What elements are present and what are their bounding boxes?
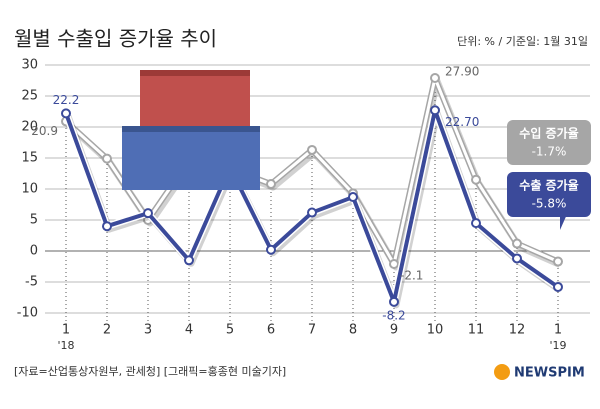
data-label: 20.9 [31, 124, 58, 138]
chart-title: 월별 수출입 증가율 추이 [14, 27, 217, 51]
point [389, 296, 399, 307]
point [266, 244, 276, 255]
x-tick-label: 9 [390, 323, 398, 338]
y-tick-label: 0 [30, 244, 38, 259]
container-blue [122, 126, 260, 190]
year-label: '19 [549, 339, 566, 352]
data-label: 22.2 [53, 93, 80, 107]
point [553, 256, 563, 267]
point [307, 207, 317, 218]
point [430, 105, 440, 116]
point [61, 108, 71, 119]
legend-label: 수입 증가율 [519, 126, 578, 141]
point [102, 153, 112, 164]
x-tick-label: 8 [349, 323, 357, 338]
point [102, 221, 112, 232]
x-tick-label: 1 [554, 323, 562, 338]
legend-box [507, 120, 591, 165]
legend-value: -5.8% [532, 197, 567, 211]
x-tick-label: 12 [509, 323, 526, 338]
x-tick-label: 2 [103, 323, 111, 338]
legend-label: 수출 증가율 [519, 178, 578, 193]
containers [122, 70, 260, 190]
legend-value: -1.7% [532, 145, 567, 159]
x-tick-label: 1 [62, 323, 70, 338]
y-tick-label: 5 [30, 213, 38, 228]
y-tick-label: 20 [21, 120, 38, 135]
point [143, 208, 153, 219]
y-tick-label: 30 [21, 58, 38, 73]
data-label: -2.1 [400, 269, 423, 283]
point [348, 192, 358, 203]
data-label: 22.70 [445, 115, 479, 129]
container-red-top [140, 70, 250, 76]
y-tick-label: 10 [21, 182, 38, 197]
x-tick-label: 6 [267, 323, 275, 338]
point [512, 253, 522, 264]
point [430, 73, 440, 84]
year-label: '18 [57, 339, 74, 352]
y-tick-label: -5 [25, 275, 38, 290]
y-tick-label: -10 [17, 306, 38, 321]
point [553, 281, 563, 292]
data-label: 27.90 [445, 65, 479, 79]
point [184, 255, 194, 266]
data-label: -8.2 [382, 308, 405, 322]
logo: NEWSPIM [514, 366, 585, 381]
point [471, 218, 481, 229]
container-blue-top [122, 126, 260, 132]
x-tick-label: 4 [185, 323, 193, 338]
x-tick-label: 11 [468, 323, 485, 338]
x-tick-label: 10 [427, 323, 444, 338]
source: [자료=산업통상자원부, 관세청] [그래픽=홍종현 미술기자] [14, 364, 286, 378]
point [307, 144, 317, 155]
y-tick-label: 25 [21, 89, 38, 104]
point [389, 259, 399, 270]
point [512, 238, 522, 249]
point [266, 179, 276, 190]
chart-subtitle: 단위: % / 기준일: 1월 31일 [457, 34, 588, 48]
legend-box [507, 172, 591, 217]
x-tick-label: 5 [226, 323, 234, 338]
logo-icon [494, 364, 510, 380]
y-tick-label: 15 [21, 151, 38, 166]
container-red [140, 70, 250, 132]
x-tick-label: 7 [308, 323, 316, 338]
x-tick-label: 3 [144, 323, 152, 338]
point [471, 174, 481, 185]
